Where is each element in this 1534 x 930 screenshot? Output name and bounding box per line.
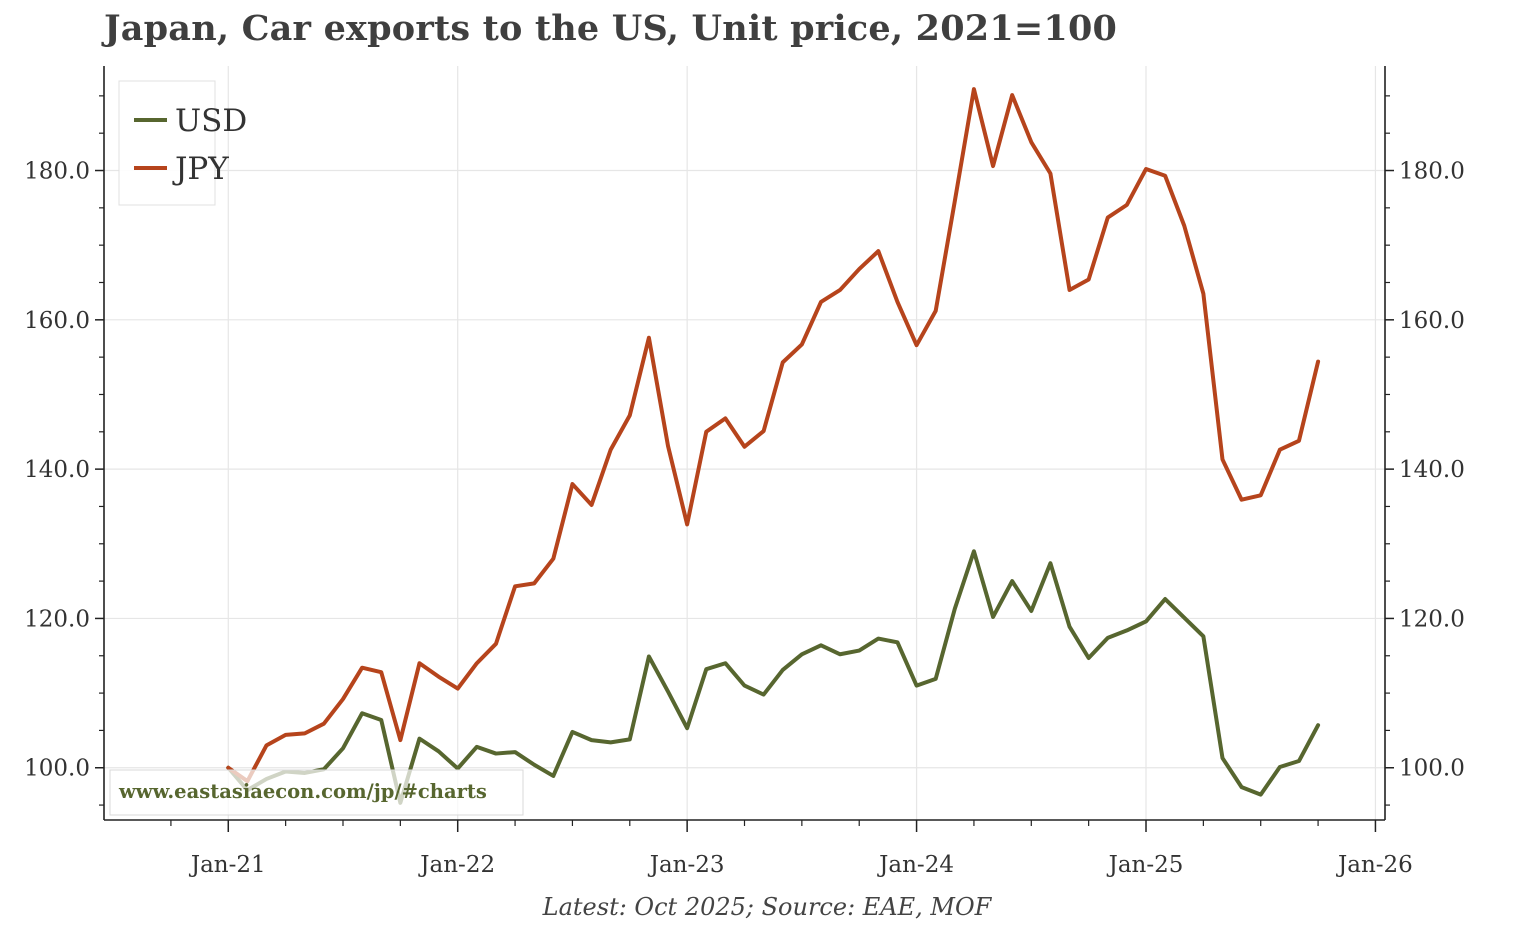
grid-layer <box>104 66 1385 820</box>
legend-label-usd: USD <box>175 103 247 139</box>
y-tick-label-right: 180.0 <box>1399 159 1465 185</box>
chart-title: Japan, Car exports to the US, Unit price… <box>104 8 1118 49</box>
y-tick-label-left: 140.0 <box>24 457 90 483</box>
legend-label-jpy: JPY <box>172 151 229 187</box>
legend: USD JPY <box>118 80 247 206</box>
x-tick-label: Jan-21 <box>189 852 266 878</box>
y-tick-label-right: 100.0 <box>1399 756 1465 782</box>
watermark-box <box>109 769 524 816</box>
y-tick-label-right: 140.0 <box>1399 457 1465 483</box>
watermark: www.eastasiaecon.com/jp/#charts <box>118 780 487 803</box>
series-line-jpy <box>226 87 1321 784</box>
footnote: Latest: Oct 2025; Source: EAE, MOF <box>542 893 992 921</box>
y-tick-label-left: 160.0 <box>24 308 90 334</box>
series-line-usd <box>226 549 1321 805</box>
y-tick-label-left: 180.0 <box>24 159 90 185</box>
y-tick-label-right: 160.0 <box>1399 308 1465 334</box>
y-tick-label-left: 100.0 <box>24 756 90 782</box>
x-tick-label: Jan-24 <box>877 852 954 878</box>
axes-layer: 100.0 100.0 120.0 120.0 140.0 140.0 160.0 160.0… <box>24 66 1465 878</box>
x-tick-label: Jan-25 <box>1107 852 1184 878</box>
y-tick-label-left: 120.0 <box>24 606 90 632</box>
x-tick-label: Jan-23 <box>648 852 725 878</box>
y-tick-label-right: 120.0 <box>1399 606 1465 632</box>
x-tick-label: Jan-22 <box>418 852 495 878</box>
legend-box <box>118 80 216 206</box>
x-tick-label: Jan-26 <box>1336 852 1413 878</box>
